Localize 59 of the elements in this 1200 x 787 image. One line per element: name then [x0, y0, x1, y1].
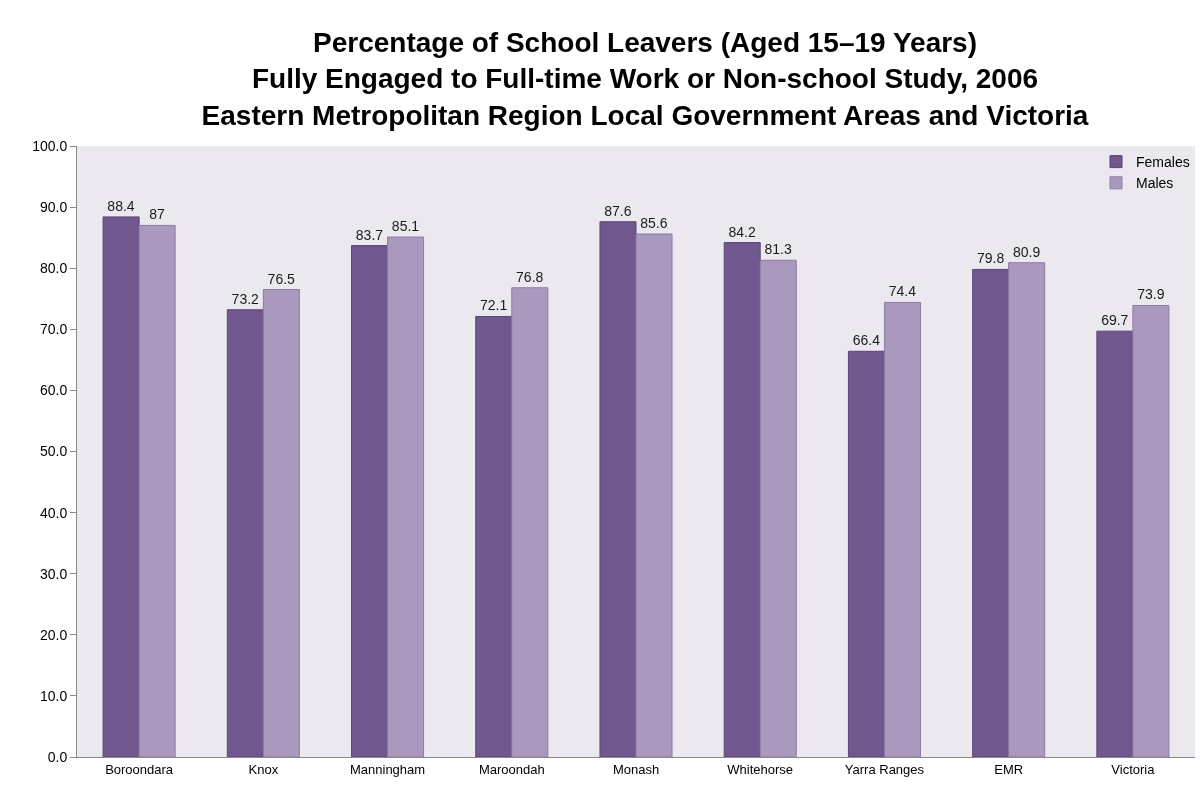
- y-tick-label: 100.0: [32, 137, 68, 154]
- y-tick-label: 80.0: [39, 260, 68, 277]
- data-label: 87.6: [604, 202, 632, 219]
- data-label: 88.4: [107, 197, 135, 214]
- data-label: 76.5: [267, 270, 296, 287]
- bar: [1008, 262, 1046, 757]
- data-label: 85.6: [640, 214, 668, 231]
- data-label: 72.1: [480, 297, 508, 314]
- y-tick-label: 20.0: [39, 626, 68, 643]
- x-tick-label: Boroondara: [105, 761, 174, 777]
- bar: [972, 268, 1010, 757]
- data-label: 79.8: [976, 250, 1005, 267]
- x-tick-label: Yarra Ranges: [844, 761, 925, 777]
- bar: [262, 289, 300, 757]
- data-label: 85.1: [391, 218, 420, 235]
- x-tick-label: Monash: [612, 761, 660, 777]
- legend-label: Females: [1136, 154, 1190, 171]
- y-tick-label: 50.0: [39, 443, 68, 460]
- data-label: 73.2: [231, 290, 260, 307]
- data-label: 73.9: [1137, 286, 1165, 303]
- x-tick-label: Maroondah: [478, 761, 545, 777]
- y-tick-label: 0.0: [47, 748, 68, 765]
- data-label: 76.8: [516, 268, 544, 285]
- chart-title: Percentage of School Leavers (Aged 15–19 Years) Fully Engaged to Full-time Work or Non-school Study, 2006 Eastern Metropolitan Region Local Government Areas and Victoria: [201, 27, 1089, 131]
- bar: [847, 350, 885, 757]
- bar: [475, 315, 513, 757]
- y-tick-label: 60.0: [39, 382, 68, 399]
- bar: [1132, 304, 1170, 757]
- bar: [883, 301, 921, 757]
- bar: [138, 224, 176, 757]
- bar: [1096, 330, 1134, 757]
- bar: [599, 221, 637, 757]
- x-tick-label: Manningham: [349, 761, 426, 777]
- y-tick-label: 70.0: [39, 321, 68, 338]
- bar: [226, 309, 264, 757]
- x-tick-label: Knox: [248, 761, 279, 777]
- data-label: 74.4: [888, 283, 917, 300]
- bar: [387, 236, 425, 757]
- legend-label: Males: [1136, 175, 1174, 192]
- data-label: 81.3: [764, 241, 792, 258]
- bar: [102, 216, 140, 757]
- bar: [723, 242, 761, 757]
- data-label: 66.4: [852, 332, 881, 349]
- y-tick-label: 10.0: [39, 687, 68, 704]
- x-tick-label: EMR: [994, 761, 1024, 777]
- bar: [351, 245, 389, 757]
- data-label: 84.2: [728, 223, 756, 240]
- data-label: 80.9: [1012, 243, 1041, 260]
- y-tick-label: 30.0: [39, 565, 68, 582]
- bar: [511, 287, 549, 757]
- y-tick-label: 90.0: [39, 199, 68, 215]
- data-label: 83.7: [355, 226, 384, 243]
- x-tick-label: Whitehorse: [727, 761, 794, 777]
- data-label: 87: [149, 206, 166, 223]
- x-tick-label: Victoria: [1111, 761, 1156, 777]
- y-tick-label: 40.0: [39, 504, 68, 521]
- bar: [759, 259, 797, 757]
- data-label: 69.7: [1101, 312, 1129, 329]
- bar: [635, 233, 673, 757]
